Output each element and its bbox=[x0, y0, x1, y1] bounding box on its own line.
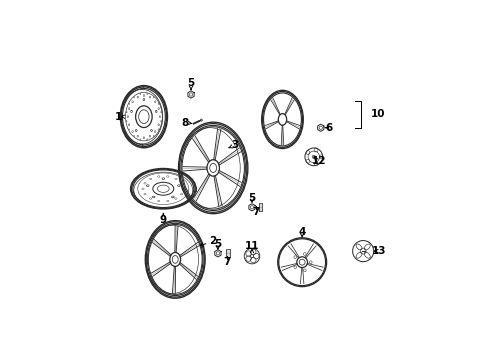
Ellipse shape bbox=[166, 176, 169, 177]
Ellipse shape bbox=[153, 96, 154, 98]
Ellipse shape bbox=[128, 124, 129, 126]
Ellipse shape bbox=[161, 111, 162, 113]
Ellipse shape bbox=[146, 185, 149, 186]
Ellipse shape bbox=[157, 176, 160, 177]
Ellipse shape bbox=[143, 193, 146, 195]
Ellipse shape bbox=[149, 198, 151, 199]
Ellipse shape bbox=[128, 129, 129, 130]
Ellipse shape bbox=[143, 137, 144, 139]
Text: 7: 7 bbox=[223, 257, 230, 267]
Ellipse shape bbox=[149, 178, 151, 180]
Circle shape bbox=[293, 256, 296, 258]
Circle shape bbox=[303, 253, 305, 255]
Ellipse shape bbox=[130, 110, 132, 112]
Ellipse shape bbox=[162, 178, 164, 179]
Ellipse shape bbox=[154, 101, 156, 103]
Circle shape bbox=[303, 269, 305, 272]
Ellipse shape bbox=[137, 96, 138, 98]
Ellipse shape bbox=[182, 188, 184, 189]
Ellipse shape bbox=[127, 116, 128, 118]
Ellipse shape bbox=[149, 96, 150, 98]
Text: 7: 7 bbox=[252, 207, 259, 217]
Ellipse shape bbox=[126, 121, 127, 122]
Ellipse shape bbox=[177, 185, 180, 186]
Ellipse shape bbox=[146, 93, 147, 95]
Ellipse shape bbox=[174, 178, 177, 180]
Circle shape bbox=[309, 261, 311, 264]
Ellipse shape bbox=[140, 93, 141, 95]
Text: 6: 6 bbox=[325, 123, 332, 133]
Text: 13: 13 bbox=[371, 246, 386, 256]
Ellipse shape bbox=[153, 135, 154, 137]
Text: 12: 12 bbox=[311, 156, 326, 166]
Ellipse shape bbox=[140, 139, 141, 140]
Ellipse shape bbox=[180, 183, 183, 184]
Ellipse shape bbox=[180, 193, 183, 195]
Ellipse shape bbox=[154, 131, 156, 132]
Ellipse shape bbox=[158, 124, 159, 126]
Ellipse shape bbox=[155, 110, 157, 112]
Ellipse shape bbox=[132, 101, 133, 103]
Text: 10: 10 bbox=[370, 109, 385, 119]
Text: 5: 5 bbox=[214, 239, 221, 249]
Ellipse shape bbox=[128, 103, 129, 104]
Ellipse shape bbox=[137, 135, 138, 137]
Text: 11: 11 bbox=[244, 241, 259, 251]
Text: 9: 9 bbox=[160, 215, 166, 225]
Ellipse shape bbox=[166, 200, 169, 202]
Ellipse shape bbox=[149, 135, 150, 137]
Ellipse shape bbox=[143, 95, 144, 96]
Circle shape bbox=[293, 266, 296, 269]
Text: 5: 5 bbox=[187, 78, 194, 89]
Text: 3: 3 bbox=[231, 140, 239, 150]
Ellipse shape bbox=[146, 139, 147, 140]
Ellipse shape bbox=[128, 108, 129, 109]
Ellipse shape bbox=[161, 121, 162, 122]
Ellipse shape bbox=[158, 103, 159, 104]
Ellipse shape bbox=[142, 188, 144, 189]
Ellipse shape bbox=[135, 129, 137, 131]
Ellipse shape bbox=[171, 196, 174, 198]
Ellipse shape bbox=[152, 196, 155, 198]
Text: 2: 2 bbox=[208, 236, 216, 246]
Text: 4: 4 bbox=[298, 227, 305, 237]
Ellipse shape bbox=[133, 135, 134, 137]
Ellipse shape bbox=[159, 116, 160, 118]
Ellipse shape bbox=[158, 108, 159, 109]
Ellipse shape bbox=[143, 183, 146, 184]
Ellipse shape bbox=[174, 198, 177, 199]
Ellipse shape bbox=[133, 96, 134, 98]
Text: 5: 5 bbox=[248, 193, 255, 203]
Ellipse shape bbox=[132, 131, 133, 132]
Ellipse shape bbox=[158, 129, 159, 130]
Ellipse shape bbox=[157, 200, 160, 202]
Text: 1: 1 bbox=[114, 112, 122, 122]
Text: 8: 8 bbox=[181, 118, 188, 128]
Ellipse shape bbox=[143, 99, 144, 101]
Ellipse shape bbox=[126, 111, 127, 113]
Ellipse shape bbox=[150, 129, 152, 131]
